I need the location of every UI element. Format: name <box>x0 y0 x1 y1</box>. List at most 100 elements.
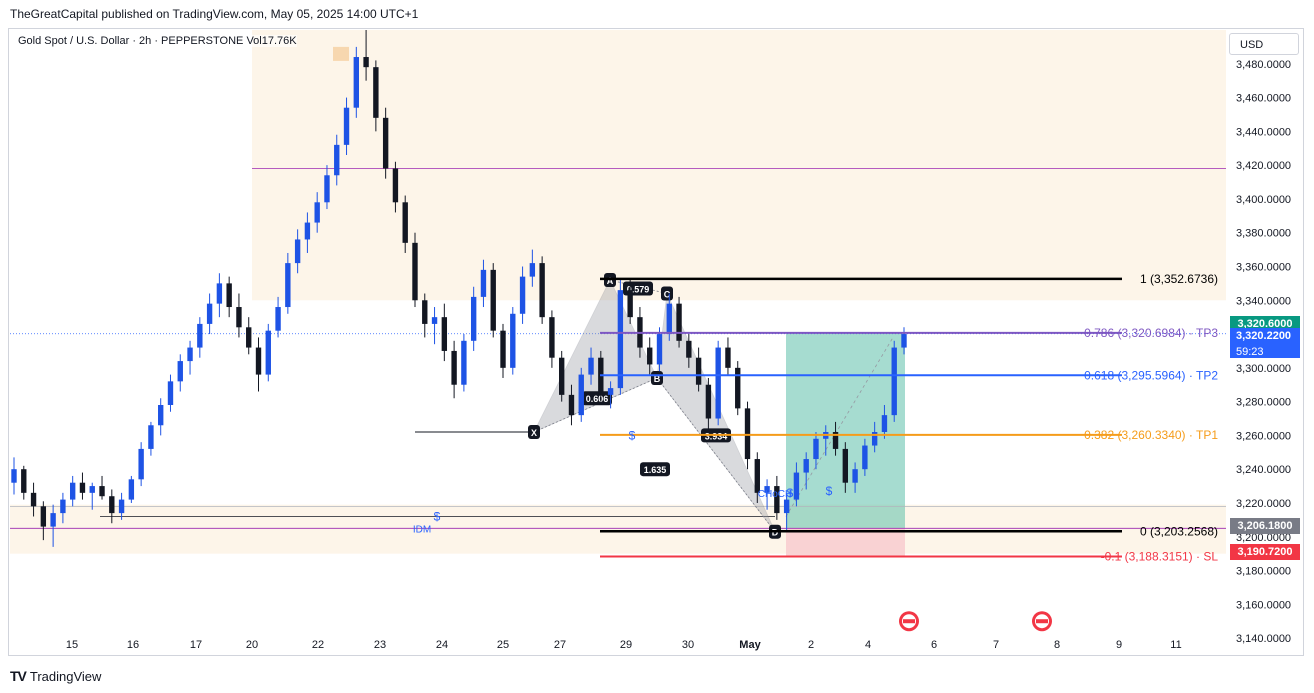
x-tick-label: 25 <box>497 639 509 651</box>
candle-body <box>353 57 359 108</box>
candle-body <box>412 242 418 301</box>
x-tick-label: 2 <box>808 639 814 651</box>
price-tag: 3,206.1800 <box>1230 518 1300 535</box>
candle <box>226 276 232 318</box>
y-tick-label: 3,360.0000 <box>1236 261 1291 273</box>
candle-body <box>490 269 496 331</box>
target-zone <box>786 332 905 529</box>
candle-body <box>519 276 526 314</box>
candle-body <box>862 445 868 470</box>
candle-body <box>764 486 770 493</box>
candle-body <box>656 334 663 365</box>
annotation-label: IDM <box>413 524 431 535</box>
candle-body <box>167 381 174 405</box>
candle <box>118 492 125 520</box>
candle <box>197 317 203 358</box>
candle-body <box>382 117 389 169</box>
candle <box>255 337 262 392</box>
publisher-header: TheGreatCapital published on TradingView… <box>10 7 419 21</box>
candle <box>79 472 86 500</box>
fib-label: -0.1 (3,188.3151) · SL <box>1101 549 1219 563</box>
pattern-point-x: X <box>528 425 540 440</box>
annotation-label: $ <box>434 509 441 523</box>
candle-body <box>568 394 575 416</box>
candle-body <box>852 469 858 483</box>
candle <box>490 263 496 338</box>
pattern-point-label: X <box>531 428 537 438</box>
candle <box>441 303 448 362</box>
candle <box>764 479 770 510</box>
pattern-point-label: C <box>664 290 671 300</box>
time-axis: 15 16 17 20 22 23 24 25 27 29 30 May 2 4 6 7 8 9 11 <box>66 639 1182 651</box>
candle-body <box>392 168 399 203</box>
candle <box>725 337 731 375</box>
candle-body <box>69 482 76 500</box>
candle <box>187 340 193 375</box>
candle <box>588 347 594 385</box>
x-tick-label: 8 <box>1054 639 1060 651</box>
fib-levels-layer: 1 (3,352.6736) 0.786 (3,320.6984) · TP3 0.… <box>600 272 1219 563</box>
y-tick-label: 3,300.0000 <box>1236 363 1291 375</box>
candle <box>676 296 682 348</box>
y-tick-label: 3,220.0000 <box>1236 498 1291 510</box>
candle <box>69 475 76 507</box>
y-tick-label: 3,260.0000 <box>1236 430 1291 442</box>
candle <box>11 457 17 495</box>
currency-button[interactable]: USD <box>1229 33 1299 55</box>
candle-body <box>470 296 477 341</box>
candle <box>148 421 154 456</box>
candle <box>529 249 536 287</box>
ratio-label: 1.635 <box>640 462 670 477</box>
volume-label: Vol17.76K <box>246 35 297 47</box>
pattern-point-label: A <box>607 276 614 286</box>
candle <box>813 432 819 470</box>
candle <box>304 212 311 253</box>
candle <box>871 421 878 453</box>
candle <box>480 259 487 308</box>
candle <box>167 374 174 412</box>
price-tag-value: 3,320.6000 <box>1237 318 1293 331</box>
candle-body <box>197 323 203 348</box>
x-tick-label: May <box>739 639 761 651</box>
price-tag: 3,320.2200 59:23 <box>1230 327 1300 358</box>
candle-body <box>676 303 682 341</box>
candle <box>334 134 340 186</box>
candle-body <box>500 330 506 368</box>
candle-body <box>216 283 223 304</box>
candle <box>695 347 702 392</box>
candle <box>422 293 428 338</box>
candle-body <box>647 347 653 365</box>
candle-body <box>510 313 516 368</box>
candle-body <box>206 303 213 324</box>
candle-body <box>343 107 350 145</box>
x-tick-label: 27 <box>554 639 566 651</box>
candles-layer <box>11 30 907 547</box>
y-tick-label: 3,380.0000 <box>1236 228 1291 240</box>
candle-body <box>324 175 330 203</box>
ratio-text: 3.934 <box>705 431 728 441</box>
price-axis: 3,140.0000 3,160.0000 3,180.0000 3,200.0000… <box>1236 59 1291 645</box>
x-tick-label: 30 <box>682 639 694 651</box>
x-tick-label: 17 <box>190 639 202 651</box>
candle-body <box>50 513 56 527</box>
x-tick-label: 16 <box>127 639 139 651</box>
candle-body <box>744 408 751 460</box>
annotation-label: $ <box>826 484 833 498</box>
projection-line <box>785 337 894 517</box>
y-tick-label: 3,340.0000 <box>1236 295 1291 307</box>
stop-zone <box>786 528 905 557</box>
x-tick-label: 4 <box>865 639 871 651</box>
annotation-label: $ <box>787 486 794 500</box>
candle <box>862 438 868 476</box>
candle-body <box>226 283 232 308</box>
candle <box>832 421 839 456</box>
candle-body <box>246 327 252 348</box>
candle <box>30 482 37 517</box>
candle <box>109 489 115 524</box>
candle <box>285 252 291 314</box>
ratio-text: 1.635 <box>644 465 667 475</box>
candle-body <box>617 290 624 389</box>
pattern-point-b: B <box>651 370 663 385</box>
candle <box>852 462 858 493</box>
